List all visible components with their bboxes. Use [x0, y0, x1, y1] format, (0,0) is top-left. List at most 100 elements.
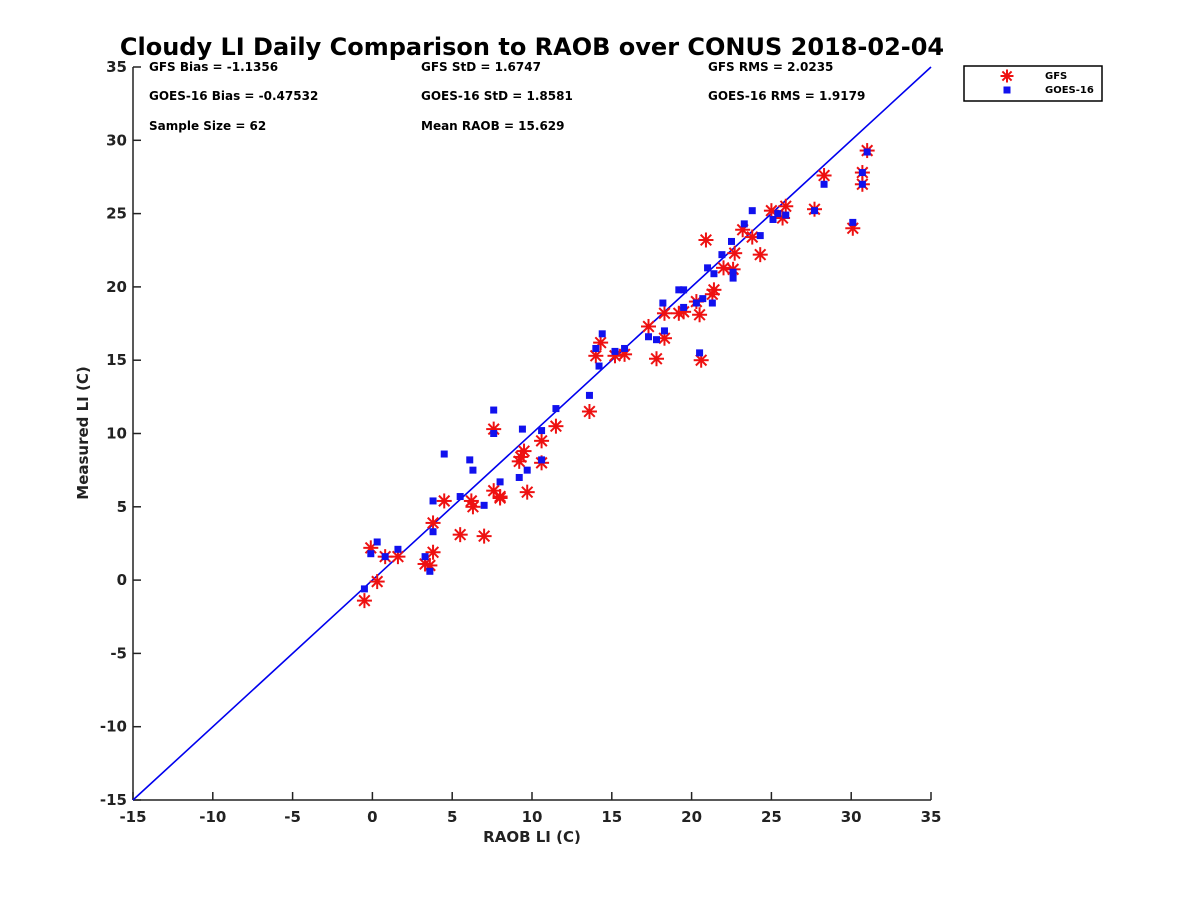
goes16-point — [523, 466, 531, 474]
x-tick-label: 0 — [367, 808, 377, 826]
goes16-point — [863, 148, 871, 156]
series-layer — [356, 143, 875, 609]
goes16-point — [858, 180, 866, 188]
goes16-point — [729, 268, 737, 276]
gfs-point — [425, 544, 441, 560]
goes16-point — [429, 528, 437, 536]
goes16-point — [440, 450, 448, 458]
series-goes-16 — [360, 148, 871, 593]
legend-gfs-asterisk — [1000, 69, 1014, 83]
gfs-point — [816, 167, 832, 183]
y-tick-label: -10 — [100, 718, 127, 736]
goes16-point — [756, 232, 764, 240]
y-tick-label: 30 — [106, 131, 127, 149]
y-tick-label: 5 — [117, 498, 127, 516]
goes16-point — [675, 286, 683, 294]
goes16-point — [480, 501, 488, 509]
x-tick-label: 20 — [681, 808, 702, 826]
goes16-point — [611, 347, 619, 355]
goes16-point — [692, 299, 700, 307]
goes16-point — [820, 180, 828, 188]
gfs-point — [706, 282, 722, 298]
goes16-point — [518, 425, 526, 433]
gfs-point — [486, 421, 502, 437]
goes16-point — [696, 349, 704, 357]
goes16-point — [718, 251, 726, 259]
gfs-point — [648, 351, 664, 367]
y-tick-label: 25 — [106, 205, 127, 223]
goes16-point — [496, 478, 504, 486]
goes16-point — [490, 406, 498, 414]
goes16-point — [466, 456, 474, 464]
goes16-point — [680, 286, 688, 294]
stat-mean-raob: Mean RAOB = 15.629 — [421, 119, 565, 133]
goes16-point — [748, 207, 756, 215]
goes16-point — [699, 295, 707, 303]
x-tick-label: -15 — [119, 808, 146, 826]
goes16-point — [621, 344, 629, 352]
gfs-point — [476, 528, 492, 544]
gfs-point — [593, 335, 609, 351]
legend-box — [963, 65, 1103, 102]
goes16-point — [708, 299, 716, 307]
goes16-point — [421, 553, 429, 561]
gfs-point — [716, 260, 732, 276]
goes16-point — [858, 169, 866, 177]
x-axis-label: RAOB LI (C) — [483, 828, 581, 846]
goes16-point — [538, 456, 546, 464]
x-tick-label: 5 — [447, 808, 457, 826]
goes16-point — [552, 405, 560, 413]
legend-gfs-marker — [1000, 69, 1014, 83]
gfs-point — [422, 557, 438, 573]
x-tick-label: 15 — [601, 808, 622, 826]
gfs-point — [492, 490, 508, 506]
goes16-point — [704, 264, 712, 272]
x-tick-label: -5 — [284, 808, 301, 826]
stat-sample-size: Sample Size = 62 — [149, 119, 266, 133]
goes16-point — [769, 215, 777, 223]
legend-gfs-label: GFS — [1045, 71, 1067, 82]
gfs-point — [516, 443, 532, 459]
goes16-point — [710, 270, 718, 278]
goes16-point — [645, 333, 653, 341]
y-tick-label: 0 — [117, 571, 127, 589]
stat-goes-rms: GOES-16 RMS = 1.9179 — [708, 89, 865, 103]
legend-goes-marker — [1003, 86, 1011, 94]
legend-goes-label: GOES-16 — [1045, 85, 1094, 96]
goes16-point — [810, 207, 818, 215]
goes16-point — [740, 220, 748, 228]
gfs-point — [534, 433, 550, 449]
goes16-point — [680, 303, 688, 311]
gfs-point — [425, 515, 441, 531]
gfs-point — [727, 245, 743, 261]
chart-title: Cloudy LI Daily Comparison to RAOB over … — [120, 33, 944, 61]
plot-area: -15 -10 -5 0 5 10 15 20 25 30 35 -15 -10 -5 0 5 10 15 20 25… — [100, 58, 942, 826]
reference-line-group — [132, 66, 932, 801]
goes16-point — [585, 391, 593, 399]
goes16-point — [490, 430, 498, 437]
legend-goes-square — [1003, 86, 1011, 94]
goes16-point — [469, 466, 477, 474]
gfs-point — [778, 198, 794, 214]
goes16-point — [782, 211, 790, 219]
gfs-point — [390, 549, 406, 565]
goes16-point — [728, 237, 735, 245]
gfs-point — [436, 493, 452, 509]
goes16-point — [774, 210, 782, 218]
goes16-point — [373, 538, 381, 546]
goes16-point — [538, 427, 546, 435]
stat-goes-std: GOES-16 StD = 1.8581 — [421, 89, 573, 103]
x-tick-label: 30 — [841, 808, 862, 826]
goes16-point — [659, 299, 667, 307]
gfs-point — [735, 222, 751, 238]
y-tick-label: 35 — [106, 58, 127, 76]
goes16-point — [660, 327, 668, 335]
gfs-point — [656, 305, 672, 321]
goes16-point — [652, 336, 660, 344]
y-tick-label: 10 — [106, 425, 127, 443]
y-tick-label: 15 — [106, 351, 127, 369]
stat-gfs-rms: GFS RMS = 2.0235 — [708, 60, 833, 74]
stats-annotations: GFS Bias = -1.1356 GFS StD = 1.6747 GFS … — [149, 60, 865, 133]
goes16-point — [381, 553, 389, 561]
gfs-point — [641, 318, 657, 334]
